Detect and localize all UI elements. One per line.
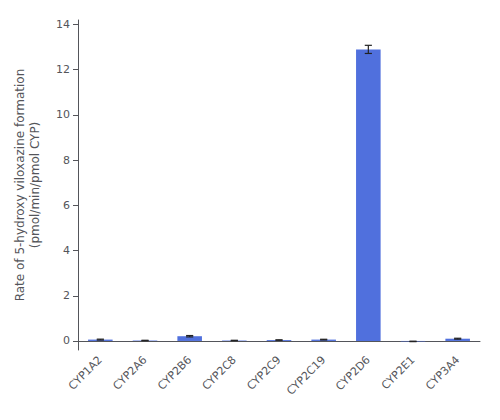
svg-text:Rate of 5-hydroxy viloxazine f: Rate of 5-hydroxy viloxazine formation [13, 69, 27, 302]
svg-text:4: 4 [63, 244, 70, 257]
svg-text:CYP2B6: CYP2B6 [155, 353, 194, 392]
svg-text:10: 10 [56, 108, 70, 121]
svg-text:0: 0 [63, 334, 70, 347]
svg-text:CYP2E1: CYP2E1 [379, 353, 418, 392]
svg-text:12: 12 [56, 63, 70, 76]
svg-text:CYP1A2: CYP1A2 [66, 353, 105, 392]
svg-text:CYP2A6: CYP2A6 [110, 353, 149, 392]
svg-text:CYP2D6: CYP2D6 [333, 353, 373, 393]
svg-text:(pmol/min/pmol CYP): (pmol/min/pmol CYP) [28, 122, 42, 249]
svg-text:8: 8 [63, 154, 70, 167]
svg-text:CYP2C19: CYP2C19 [284, 353, 328, 397]
svg-text:14: 14 [56, 18, 70, 31]
svg-text:CYP2C9: CYP2C9 [244, 353, 283, 392]
svg-text:CYP3A4: CYP3A4 [423, 353, 462, 392]
svg-text:CYP2C8: CYP2C8 [200, 353, 239, 392]
svg-text:6: 6 [63, 199, 70, 212]
svg-text:2: 2 [63, 289, 70, 302]
